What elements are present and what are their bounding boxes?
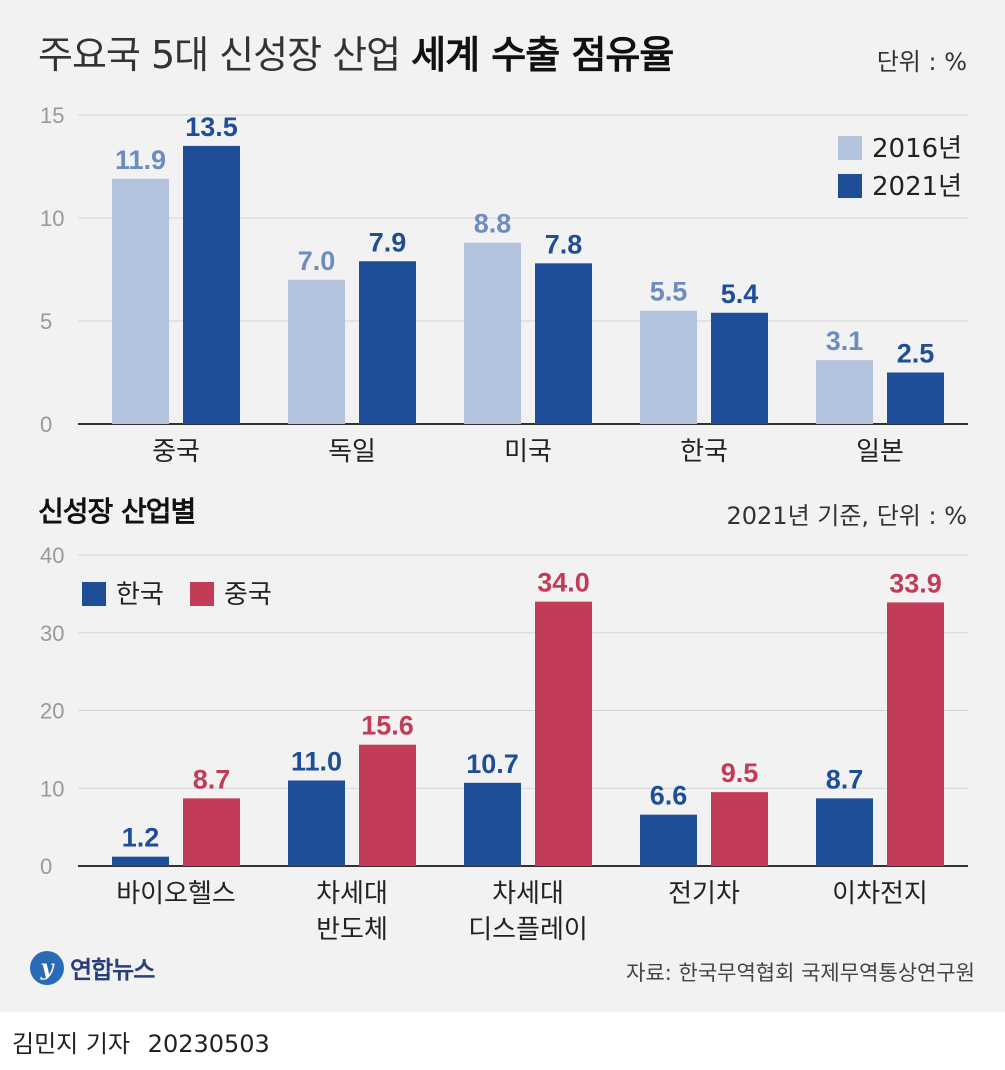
data-label: 8.7 bbox=[193, 764, 231, 794]
category-label: 미국 bbox=[504, 437, 552, 467]
category-label: 차세대 bbox=[316, 879, 388, 909]
data-label: 2.5 bbox=[897, 339, 935, 369]
legend-label: 한국 bbox=[116, 580, 164, 610]
data-label: 33.9 bbox=[889, 568, 942, 598]
data-label: 7.9 bbox=[369, 227, 407, 257]
yonhap-logo: y 연합뉴스 bbox=[30, 950, 155, 985]
y-tick-label: 0 bbox=[40, 412, 52, 437]
bar bbox=[288, 780, 345, 866]
yonhap-logo-text: 연합뉴스 bbox=[70, 956, 155, 984]
y-tick-label: 10 bbox=[40, 776, 64, 801]
category-label: 전기차 bbox=[668, 879, 740, 909]
category-label: 바이오헬스 bbox=[116, 879, 236, 909]
data-label: 6.6 bbox=[650, 781, 688, 811]
y-tick-label: 30 bbox=[40, 621, 64, 646]
data-label: 15.6 bbox=[361, 711, 414, 741]
legend-swatch bbox=[838, 174, 862, 198]
data-label: 13.5 bbox=[185, 112, 238, 142]
chart1-country-share: 0 5 10 15 11.9 13.5 중국 7.0 7.9 독일 8.8 7.8 미국 5.5 5.4 한국… bbox=[40, 103, 968, 467]
bar bbox=[183, 145, 240, 424]
bar bbox=[183, 798, 240, 866]
data-label: 11.0 bbox=[291, 746, 342, 776]
legend-label: 2016년 bbox=[872, 134, 962, 164]
bar bbox=[816, 798, 873, 866]
data-label: 5.4 bbox=[721, 279, 759, 309]
category-label: 반도체 bbox=[316, 915, 388, 945]
chart2-unit: 2021년 기준, 단위 : % bbox=[726, 502, 967, 530]
bar bbox=[711, 792, 768, 866]
data-label: 5.5 bbox=[650, 277, 688, 307]
category-label: 독일 bbox=[328, 437, 376, 467]
y-tick-label: 0 bbox=[40, 854, 52, 879]
byline-author: 김민지 기자 bbox=[12, 1030, 131, 1058]
data-label: 3.1 bbox=[826, 326, 864, 356]
bar bbox=[535, 601, 592, 866]
bar bbox=[359, 744, 416, 866]
category-label: 이차전지 bbox=[832, 879, 928, 909]
category-label: 한국 bbox=[680, 437, 728, 467]
chart1-unit: 단위 : % bbox=[876, 48, 967, 76]
byline-date: 20230503 bbox=[147, 1030, 270, 1058]
legend-swatch bbox=[82, 582, 106, 606]
data-label: 8.8 bbox=[474, 209, 512, 239]
bar bbox=[464, 242, 521, 424]
bar bbox=[464, 782, 521, 866]
title-light-part: 주요국 5대 신성장 산업 bbox=[38, 33, 401, 77]
source-note: 자료: 한국무역협회 국제무역통상연구원 bbox=[626, 961, 975, 985]
y-tick-label: 40 bbox=[40, 543, 64, 568]
bar bbox=[711, 312, 768, 424]
y-tick-label: 10 bbox=[40, 206, 64, 231]
yonhap-logo-icon: y bbox=[30, 950, 64, 985]
category-label: 중국 bbox=[152, 437, 200, 467]
category-label: 차세대 bbox=[492, 879, 564, 909]
legend-label: 중국 bbox=[224, 580, 272, 610]
category-label: 일본 bbox=[856, 437, 904, 467]
bar bbox=[112, 856, 169, 866]
data-label: 7.0 bbox=[298, 246, 336, 276]
bar bbox=[640, 310, 697, 424]
y-tick-label: 5 bbox=[40, 309, 52, 334]
bar bbox=[640, 814, 697, 866]
chart2-title: 신성장 산업별 bbox=[38, 495, 196, 528]
page-title: 주요국 5대 신성장 산업 세계 수출 점유율 bbox=[38, 24, 674, 79]
bar bbox=[887, 372, 944, 424]
data-label: 1.2 bbox=[122, 823, 160, 853]
data-label: 11.9 bbox=[115, 145, 166, 175]
category-label: 디스플레이 bbox=[468, 915, 588, 945]
data-label: 9.5 bbox=[721, 758, 759, 788]
data-label: 10.7 bbox=[466, 749, 519, 779]
bar bbox=[288, 279, 345, 424]
bar bbox=[112, 178, 169, 424]
legend-label: 2021년 bbox=[872, 172, 962, 202]
data-label: 8.7 bbox=[826, 764, 864, 794]
legend-swatch bbox=[190, 582, 214, 606]
legend-swatch bbox=[838, 136, 862, 160]
title-bold-part: 세계 수출 점유율 bbox=[411, 33, 674, 77]
bar bbox=[816, 360, 873, 424]
data-label: 34.0 bbox=[537, 568, 590, 598]
bar bbox=[359, 261, 416, 424]
data-label: 7.8 bbox=[545, 229, 583, 259]
infographic-card: 주요국 5대 신성장 산업 세계 수출 점유율 단위 : % 0 5 10 15 11.… bbox=[0, 0, 1005, 1012]
y-tick-label: 20 bbox=[40, 699, 64, 724]
bar bbox=[887, 602, 944, 866]
byline: 김민지 기자 20230503 bbox=[12, 1024, 270, 1059]
bar bbox=[535, 263, 592, 424]
y-tick-label: 15 bbox=[40, 103, 64, 128]
